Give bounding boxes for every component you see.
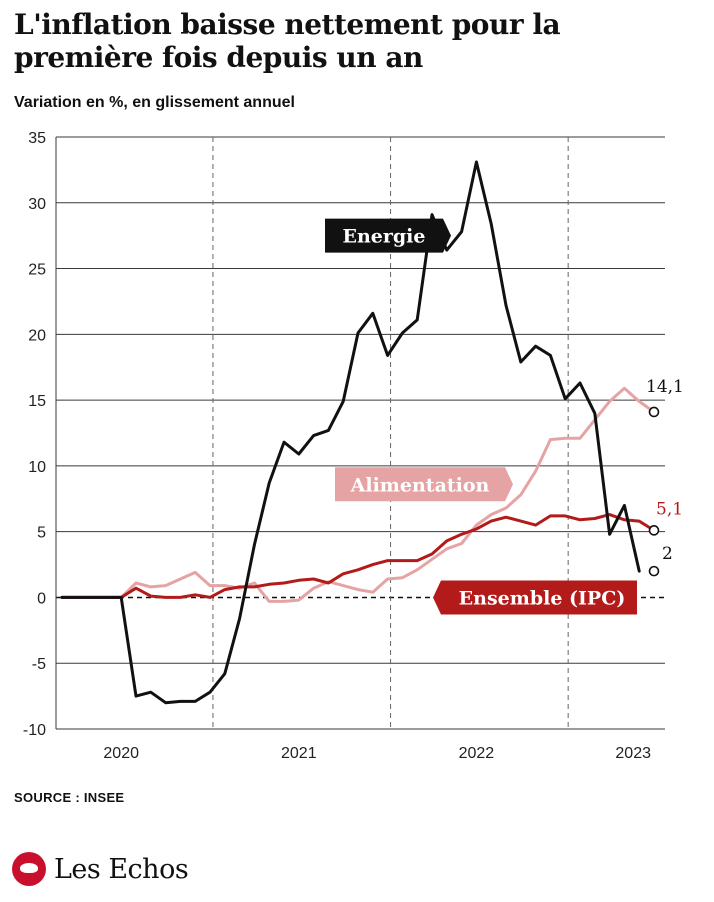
y-tick-label: 5 xyxy=(37,525,46,542)
y-tick-label: -5 xyxy=(32,656,46,673)
series-lines xyxy=(60,160,656,705)
series-tag-label-ensemble: Ensemble (IPC) xyxy=(459,587,626,609)
end-value-label-energie: 2 xyxy=(662,544,673,564)
series-tag-box-ensemble xyxy=(433,580,637,615)
series-line-alimentation xyxy=(60,386,656,603)
les-echos-bird-icon xyxy=(12,852,46,886)
x-tick-label: 2020 xyxy=(103,745,139,762)
y-axis-labels: 35 30 25 20 15 10 5 0 -5 -10 xyxy=(23,130,46,739)
x-axis-labels: 2020 2021 2022 2023 xyxy=(103,745,651,762)
chart-subtitle: Variation en %, en glissement annuel xyxy=(14,94,295,111)
brand-logo: Les Echos xyxy=(12,852,189,886)
y-tick-label: 35 xyxy=(28,130,46,147)
series-labels: 14,1 5,1 2 Energie Alimentation Ensemble (IPC… xyxy=(325,218,684,615)
y-tick-label: 25 xyxy=(28,262,46,279)
chart-title: L'inflation baisse nettement pour la pre… xyxy=(14,8,561,74)
gridlines xyxy=(55,136,665,730)
x-tick-label: 2022 xyxy=(459,745,495,762)
series-line-energie xyxy=(60,160,641,705)
source-note: SOURCE : INSEE xyxy=(14,790,125,805)
series-line-ensemble xyxy=(60,513,656,599)
series-tag-box-alimentation xyxy=(335,467,513,502)
end-value-label-alimentation: 14,1 xyxy=(646,377,684,397)
y-tick-label: 30 xyxy=(28,196,46,213)
end-value-label-ensemble: 5,1 xyxy=(656,499,683,519)
y-tick-label: 0 xyxy=(37,590,46,607)
end-marker-energie xyxy=(648,565,660,577)
y-tick-label: 15 xyxy=(28,393,46,410)
x-tick-label: 2021 xyxy=(281,745,317,762)
y-tick-label: 20 xyxy=(28,327,46,344)
y-tick-label: 10 xyxy=(28,459,46,476)
y-tick-label: -10 xyxy=(23,722,46,739)
series-tag-box-energie xyxy=(325,218,451,253)
brand-name: Les Echos xyxy=(54,853,189,885)
x-tick-label: 2023 xyxy=(615,745,651,762)
series-tag-label-alimentation: Alimentation xyxy=(350,474,490,496)
series-tag-label-energie: Energie xyxy=(343,226,426,248)
end-marker-alimentation xyxy=(648,406,660,418)
series-end-markers xyxy=(648,406,660,577)
end-marker-ensemble xyxy=(648,525,660,536)
